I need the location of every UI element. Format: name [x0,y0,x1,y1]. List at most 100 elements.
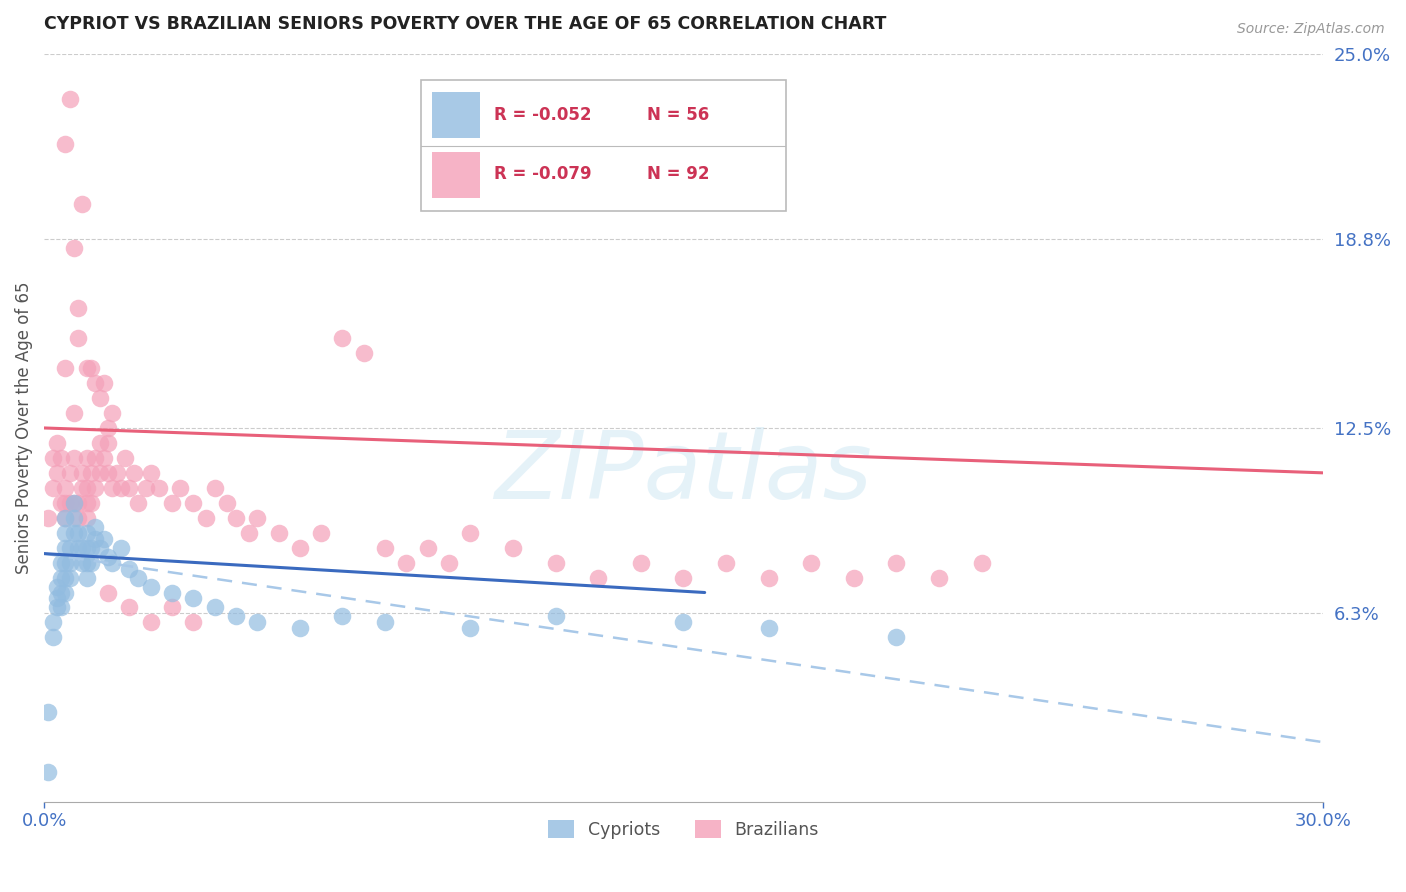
Point [45,436,67,450]
Point [89,436,111,450]
Point [63,510,86,524]
Point [118,481,141,495]
Point [55,510,77,524]
Point [458,525,481,540]
Point [76,556,98,570]
Point [76,525,98,540]
Point [76,541,98,555]
Point [437,556,460,570]
Point [118,600,141,615]
Point [76,450,98,465]
Point [67,525,90,540]
Point [114,450,136,465]
Point [41,631,63,645]
Point [842,570,865,584]
Point [59,496,82,510]
Point [72,466,94,480]
Point [204,481,226,495]
Point [97,549,120,564]
Point [72,541,94,555]
Point [122,466,145,480]
Point [93,532,115,546]
Point [84,481,107,495]
Point [55,136,77,151]
Point [76,481,98,495]
Point [49,585,72,599]
Text: ZIPatlas: ZIPatlas [495,427,872,518]
Point [80,361,103,376]
Point [139,615,162,630]
Point [84,376,107,390]
Point [353,346,375,360]
Point [267,525,290,540]
Point [63,242,86,256]
Point [105,466,128,480]
Point [37,764,59,779]
Point [502,541,524,555]
Point [288,541,311,555]
Text: CYPRIOT VS BRAZILIAN SENIORS POVERTY OVER THE AGE OF 65 CORRELATION CHART: CYPRIOT VS BRAZILIAN SENIORS POVERTY OVE… [44,15,887,33]
Point [49,450,72,465]
Point [127,570,149,584]
Point [195,510,218,524]
Point [332,609,354,624]
Point [84,519,107,533]
Point [672,570,695,584]
Legend: Cypriots, Brazilians: Cypriots, Brazilians [541,813,825,846]
Point [80,466,103,480]
Text: Source: ZipAtlas.com: Source: ZipAtlas.com [1237,22,1385,37]
Point [55,510,77,524]
Point [160,496,183,510]
Point [970,556,993,570]
Point [758,621,780,635]
Point [49,496,72,510]
Point [55,481,77,495]
Point [886,556,908,570]
Point [55,525,77,540]
Point [139,466,162,480]
Point [101,481,124,495]
Point [59,92,82,106]
Point [80,541,103,555]
Point [89,466,111,480]
Point [67,496,90,510]
Point [72,481,94,495]
Point [49,570,72,584]
Point [55,556,77,570]
Point [181,496,204,510]
Point [758,570,780,584]
Point [67,510,90,524]
Point [169,481,191,495]
Point [55,541,77,555]
Point [49,556,72,570]
Point [160,600,183,615]
Point [672,615,695,630]
Point [110,481,132,495]
Point [395,556,418,570]
Point [225,609,247,624]
Point [246,510,269,524]
Point [63,450,86,465]
Point [55,585,77,599]
Point [41,615,63,630]
Point [332,331,354,345]
Point [217,496,239,510]
Point [238,525,260,540]
Point [127,496,149,510]
Point [45,466,67,480]
Point [586,570,609,584]
Point [630,556,652,570]
Point [204,600,226,615]
Point [97,585,120,599]
Point [181,615,204,630]
Point [59,466,82,480]
Point [288,621,311,635]
Point [928,570,950,584]
Point [89,391,111,405]
Point [135,481,157,495]
Point [55,496,77,510]
Point [101,406,124,420]
Point [63,496,86,510]
Point [59,570,82,584]
Point [76,510,98,524]
